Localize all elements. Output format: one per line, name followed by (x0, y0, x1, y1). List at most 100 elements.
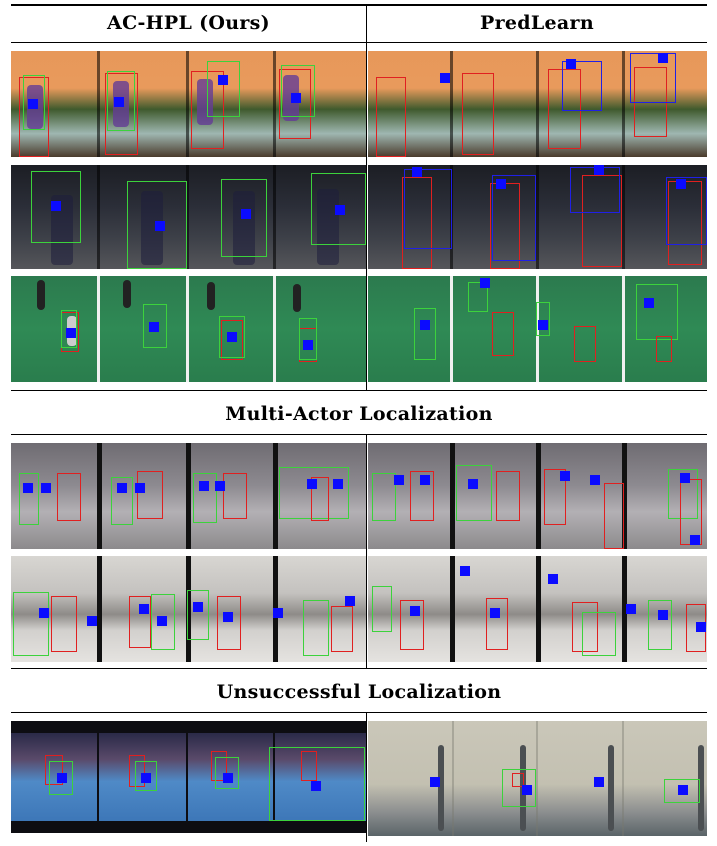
ground-truth-box (544, 469, 566, 525)
prediction-box (49, 761, 73, 795)
frame-separator (97, 276, 100, 382)
attention-marker (658, 53, 668, 63)
prediction-box (636, 284, 678, 340)
frame-separator (536, 721, 538, 836)
frame-separator (273, 721, 275, 833)
ground-truth-box (223, 473, 247, 519)
attention-marker (193, 602, 203, 612)
attention-marker (303, 340, 313, 350)
attention-marker (155, 221, 165, 231)
column-divider-top (366, 4, 367, 390)
ground-truth-box (486, 598, 508, 650)
attention-marker (66, 328, 76, 338)
frame-separator (97, 556, 102, 662)
prediction-box (502, 769, 536, 807)
actor-figure (51, 195, 73, 265)
frame-separator (622, 556, 627, 662)
ground-truth-box (548, 69, 581, 149)
prediction-box (303, 600, 329, 656)
frame-separator (450, 51, 453, 157)
attention-marker (590, 475, 600, 485)
row5-right-panel (368, 556, 707, 662)
ground-truth-box (402, 177, 432, 269)
attention-marker (199, 481, 209, 491)
frame-separator (186, 556, 191, 662)
frame-separator (622, 165, 625, 269)
attention-marker (41, 483, 51, 493)
ground-truth-box (137, 471, 163, 519)
attention-marker (39, 608, 49, 618)
section-title-unsuccessful: Unsuccessful Localization (216, 681, 502, 703)
attention-marker (57, 773, 67, 783)
prediction-box (299, 318, 317, 360)
frame-separator (186, 51, 189, 157)
prediction-box (281, 65, 315, 117)
column-divider-middle (366, 434, 367, 668)
frame-separator (622, 276, 625, 382)
prediction-box (207, 61, 240, 117)
ground-truth-box (129, 755, 145, 787)
ground-truth-box (410, 471, 434, 521)
attention-marker (141, 773, 151, 783)
attention-marker (218, 75, 228, 85)
section-rule (11, 434, 707, 435)
attention-marker (548, 574, 558, 584)
attention-marker (117, 483, 127, 493)
ground-truth-box (105, 73, 138, 155)
attention-marker (680, 473, 690, 483)
frame-separator (536, 165, 539, 269)
prediction-box (13, 592, 49, 656)
ground-truth-box (496, 471, 520, 521)
attention-marker (538, 320, 548, 330)
attention-marker (51, 201, 61, 211)
actor-figure (207, 282, 215, 310)
attention-marker (676, 179, 686, 189)
frame-separator (536, 443, 541, 549)
attention-marker (690, 535, 700, 545)
attention-marker (594, 165, 604, 175)
pole-structure (608, 745, 614, 831)
frame-separator (452, 721, 454, 836)
prediction-box (111, 477, 133, 525)
actor-figure (197, 79, 213, 125)
actor-figure (37, 280, 45, 310)
prediction-box (456, 465, 492, 521)
frame-separator (273, 443, 278, 549)
attention-marker (626, 604, 636, 614)
frame-separator (273, 51, 276, 157)
actor-figure (317, 189, 339, 265)
ground-truth-box (656, 336, 672, 362)
attention-marker (307, 479, 317, 489)
attention-marker (566, 59, 576, 69)
row4-right-panel (368, 443, 707, 549)
attention-marker (273, 608, 283, 618)
ground-truth-box (311, 477, 329, 521)
frame-separator (97, 721, 99, 833)
attention-marker (333, 479, 343, 489)
frame-separator (186, 721, 188, 833)
attention-marker (420, 475, 430, 485)
attention-marker (394, 475, 404, 485)
attention-marker (430, 777, 440, 787)
baseline-box (562, 61, 602, 111)
prediction-box (648, 600, 672, 650)
ground-truth-box (574, 326, 596, 362)
attention-marker (460, 566, 470, 576)
attention-marker (223, 773, 233, 783)
prediction-box (61, 310, 77, 348)
prediction-box (151, 594, 175, 650)
section-rule (11, 668, 707, 669)
prediction-box (31, 171, 81, 243)
frame-separator (622, 51, 625, 157)
frame-separator (97, 165, 100, 269)
row5-left-panel (11, 556, 366, 662)
baseline-box (630, 53, 676, 103)
row1-left-panel (11, 51, 366, 157)
attention-marker (560, 471, 570, 481)
ground-truth-box (51, 596, 77, 652)
prediction-box (372, 586, 392, 632)
table-top-rule (11, 4, 707, 6)
attention-marker (23, 483, 33, 493)
row1-right-panel (368, 51, 707, 157)
attention-marker (658, 610, 668, 620)
